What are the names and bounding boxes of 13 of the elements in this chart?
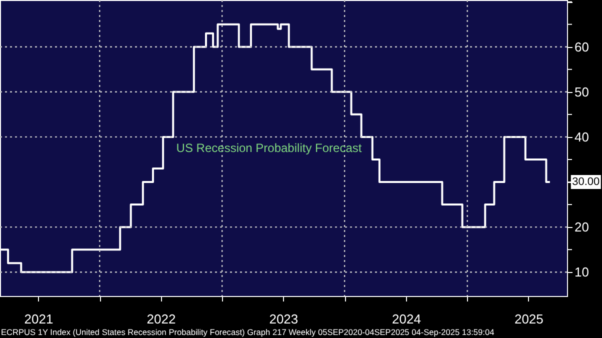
x-tick-label: 2024 <box>392 312 421 326</box>
x-tick-label: 2021 <box>24 312 54 326</box>
y-tick-label: 10 <box>574 264 589 280</box>
y-tick-label: 40 <box>574 129 589 144</box>
annotation: 30.00 <box>572 176 600 188</box>
y-tick-label: 20 <box>574 220 589 235</box>
x-tick-label: 2025 <box>514 312 544 326</box>
text: ECRPUS 1Y Index (United States Recession Probability Forecast) Graph 217 Weekly 05SEP2020-04SEP2025 04-Sep-2025 13:59:04 <box>1 327 495 337</box>
x-tick-label: 2023 <box>269 312 298 326</box>
y-tick-label: 50 <box>574 84 589 100</box>
y-tick-label: 60 <box>574 39 589 54</box>
text: US Recession Probability Forecast <box>176 141 362 155</box>
x-tick-label: 2022 <box>146 312 176 326</box>
